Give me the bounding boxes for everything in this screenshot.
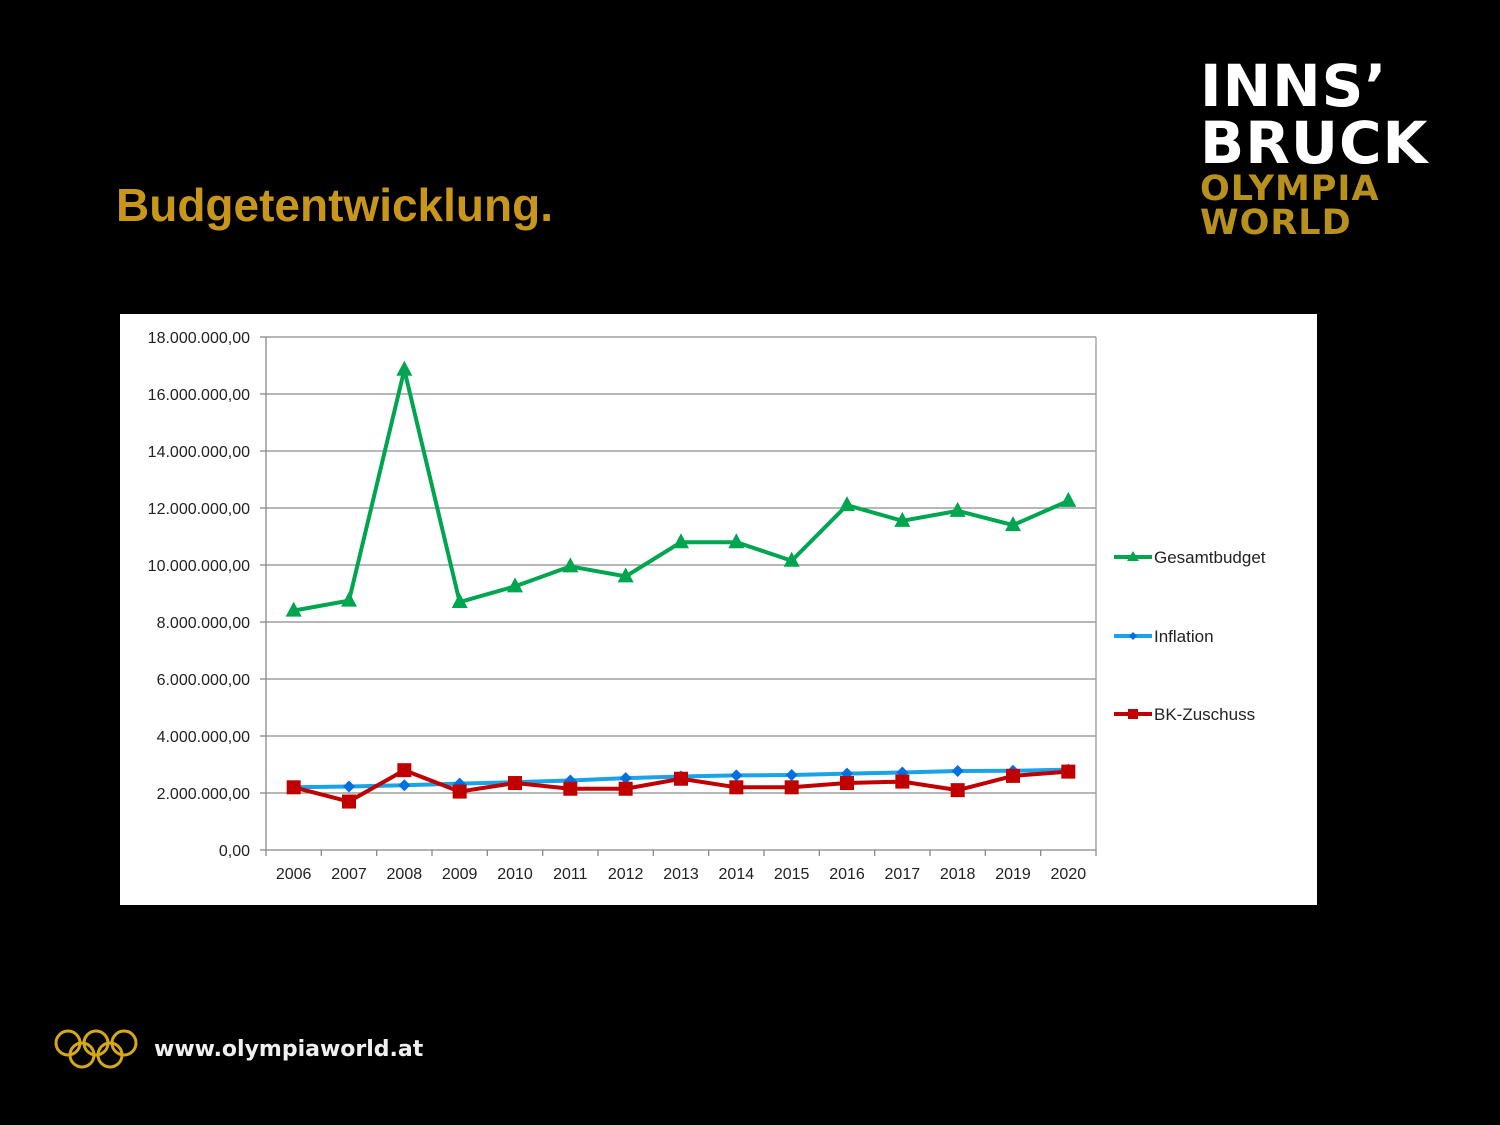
slide-title: Budgetentwicklung. <box>116 179 553 231</box>
legend-marker-gesamtbudget <box>1127 551 1139 561</box>
y-tick-label: 8.000.000,00 <box>157 615 251 632</box>
data-point-gesamtbudget <box>1060 491 1077 507</box>
x-tick-label: 2012 <box>608 866 644 883</box>
data-point-bk-zuschuss <box>1061 764 1076 779</box>
data-point-gesamtbudget <box>1005 516 1021 532</box>
innsbruck-olympiaworld-logo: INNS’ BRUCK OLYMPIA WORLD <box>1200 52 1429 243</box>
y-tick-label: 4.000.000,00 <box>157 729 251 746</box>
x-tick-label: 2020 <box>1051 866 1087 883</box>
x-tick-label: 2017 <box>885 866 921 883</box>
logo-line-3: OLYMPIA <box>1200 168 1380 209</box>
legend-item-inflation: Inflation <box>1114 627 1214 646</box>
data-point-inflation <box>619 772 632 785</box>
data-point-gesamtbudget <box>894 511 911 527</box>
data-point-bk-zuschuss <box>950 783 965 798</box>
data-point-gesamtbudget <box>396 360 413 376</box>
data-point-inflation <box>951 765 964 778</box>
x-tick-label: 2008 <box>387 866 423 883</box>
x-tick-label: 2018 <box>940 866 976 883</box>
olympic-rings-icon <box>54 1029 138 1069</box>
data-point-bk-zuschuss <box>452 784 467 799</box>
series-group <box>285 360 1077 809</box>
data-point-bk-zuschuss <box>618 781 633 796</box>
data-point-inflation <box>785 769 798 782</box>
x-tick-label: 2015 <box>774 866 810 883</box>
x-tick-label: 2011 <box>553 866 588 883</box>
legend-item-gesamtbudget: Gesamtbudget <box>1114 548 1266 567</box>
logo-line-1: INNS’ <box>1200 52 1388 120</box>
y-tick-label: 10.000.000,00 <box>148 558 250 575</box>
data-point-gesamtbudget <box>673 533 689 549</box>
y-tick-label: 0,00 <box>219 843 250 860</box>
y-tick-label: 6.000.000,00 <box>157 672 251 689</box>
series-bk-zuschuss <box>286 763 1076 809</box>
x-axis-ticks: 2006 2007 2008 2009 2010 2011 2012 2013 2014 2015… <box>265 850 1097 883</box>
series-line-gesamtbudget <box>293 367 1070 613</box>
data-point-gesamtbudget <box>285 601 302 617</box>
gridlines <box>265 336 1097 851</box>
y-tick-label: 2.000.000,00 <box>157 786 251 803</box>
y-axis-ticks: 0,00 2.000.000,00 4.000.000,00 6.000.000,00… <box>148 330 266 860</box>
data-point-bk-zuschuss <box>563 781 578 796</box>
data-point-inflation <box>343 780 355 793</box>
y-tick-label: 12.000.000,00 <box>148 501 250 518</box>
data-point-bk-zuschuss <box>397 763 412 778</box>
x-tick-label: 2013 <box>663 866 699 883</box>
footer-url[interactable]: www.olympiaworld.at <box>154 1036 424 1062</box>
legend-label-bk-zuschuss: BK-Zuschuss <box>1154 705 1255 724</box>
legend: Gesamtbudget Inflation BK-Zuschuss <box>1114 548 1266 724</box>
legend-label-inflation: Inflation <box>1154 627 1214 646</box>
legend-marker-bk-zuschuss <box>1128 709 1138 719</box>
y-tick-label: 18.000.000,00 <box>148 330 250 347</box>
x-tick-label: 2009 <box>442 866 478 883</box>
y-tick-label: 16.000.000,00 <box>148 387 250 404</box>
data-point-gesamtbudget <box>949 501 966 517</box>
x-tick-label: 2007 <box>331 866 367 883</box>
logo-line-2: BRUCK <box>1200 108 1429 177</box>
x-tick-label: 2016 <box>829 866 865 883</box>
data-point-inflation <box>730 769 743 782</box>
data-point-bk-zuschuss <box>286 780 301 795</box>
data-point-gesamtbudget <box>783 551 800 567</box>
data-point-bk-zuschuss <box>729 780 744 795</box>
chart-container: 0,00 2.000.000,00 4.000.000,00 6.000.000,00… <box>120 314 1317 905</box>
logo-line-4: WORLD <box>1200 202 1352 243</box>
data-point-bk-zuschuss <box>1006 768 1020 783</box>
footer: www.olympiaworld.at <box>52 1028 423 1070</box>
data-point-gesamtbudget <box>839 496 855 512</box>
legend-marker-inflation <box>1129 632 1137 640</box>
data-point-bk-zuschuss <box>895 774 910 789</box>
data-point-bk-zuschuss <box>674 771 688 786</box>
x-tick-label: 2014 <box>719 866 755 883</box>
data-point-inflation <box>398 779 411 792</box>
data-point-gesamtbudget <box>341 591 357 607</box>
data-point-gesamtbudget <box>451 593 468 609</box>
legend-label-gesamtbudget: Gesamtbudget <box>1154 548 1266 567</box>
x-tick-label: 2006 <box>276 866 312 883</box>
x-tick-label: 2010 <box>497 866 533 883</box>
line-chart: 0,00 2.000.000,00 4.000.000,00 6.000.000,00… <box>148 330 1266 883</box>
data-point-bk-zuschuss <box>840 776 854 791</box>
data-point-gesamtbudget <box>617 567 634 583</box>
x-tick-label: 2019 <box>995 866 1031 883</box>
data-point-gesamtbudget <box>562 557 579 573</box>
data-point-bk-zuschuss <box>784 780 799 795</box>
data-point-gesamtbudget <box>728 533 745 549</box>
data-point-bk-zuschuss <box>508 776 522 791</box>
y-tick-label: 14.000.000,00 <box>148 444 250 461</box>
data-point-bk-zuschuss <box>342 794 356 809</box>
legend-item-bk-zuschuss: BK-Zuschuss <box>1114 705 1255 724</box>
series-gesamtbudget <box>285 360 1077 617</box>
data-point-gesamtbudget <box>507 577 523 593</box>
